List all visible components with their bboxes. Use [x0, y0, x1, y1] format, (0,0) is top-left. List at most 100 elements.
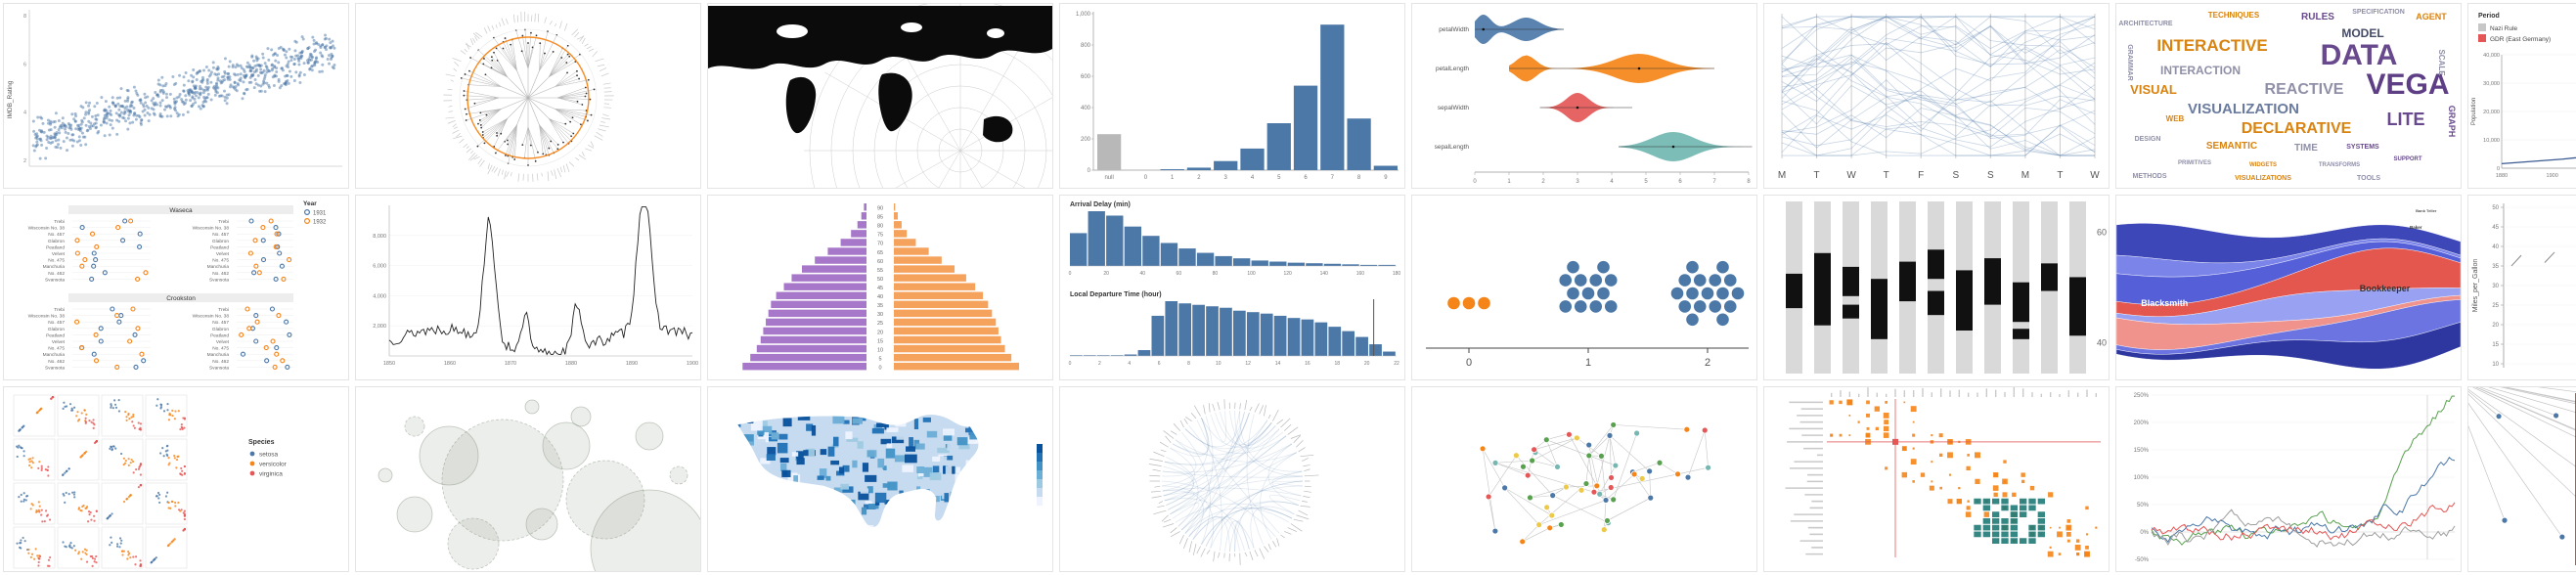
svg-text:No. 457: No. 457: [48, 320, 65, 326]
svg-text:1880: 1880: [2496, 173, 2508, 179]
svg-text:4: 4: [1610, 179, 1614, 185]
thumbnail-binned-dot-plot[interactable]: 0 1 2: [1411, 195, 1757, 380]
svg-text:GRAPH: GRAPH: [2447, 106, 2457, 138]
svg-text:60: 60: [1177, 271, 1182, 277]
thumbnail-percent-change-lines[interactable]: 250% 200% 150% 100% 50% 0% -50%: [2115, 386, 2462, 572]
svg-text:Population: Population: [2471, 98, 2477, 125]
svg-text:Svansota: Svansota: [45, 365, 65, 371]
svg-text:sepalLength: sepalLength: [1435, 144, 1470, 151]
svg-text:TRANSFORMS: TRANSFORMS: [2319, 162, 2360, 168]
svg-text:9: 9: [1384, 175, 1388, 181]
svg-text:600: 600: [1081, 74, 1091, 80]
svg-text:Year: Year: [303, 200, 317, 207]
thumbnail-imdb-histogram[interactable]: 0 200 400 600 800 1,000 null 0 1 2 3 4 5 6 7 8 9: [1059, 3, 1405, 189]
svg-text:PRIMITIVES: PRIMITIVES: [2178, 160, 2211, 166]
svg-text:75: 75: [877, 233, 883, 239]
thumbnail-adjacency-matrix[interactable]: [1763, 386, 2110, 572]
svg-text:No. 475: No. 475: [48, 346, 65, 352]
thumbnail-mpg-axis-partial[interactable]: Miles_per_Gallon 50 45 40 35 30 25 20 15 10: [2467, 195, 2576, 380]
thumbnail-population-pyramid[interactable]: 90 85 80 75 70 65 60 55 50 45 40 35 30 25 20 15 10 5 0: [707, 195, 1053, 380]
thumbnail-falkensee-population[interactable]: Period Nazi Rule GDR (East Germany) Populat…: [2467, 3, 2576, 189]
svg-text:Glabron: Glabron: [212, 327, 229, 332]
svg-text:T: T: [1814, 170, 1820, 181]
svg-text:70: 70: [877, 242, 883, 247]
svg-text:No. 475: No. 475: [212, 258, 229, 264]
thumbnail-job-voyager-stream[interactable]: Blacksmith Bookkeeper Baker Bank Teller: [2115, 195, 2462, 380]
violin-plot-chart: petalWidth petalLength sepalWidth sepalLeng…: [1435, 15, 1753, 185]
svg-text:IMDB_Rating: IMDB_Rating: [7, 80, 14, 118]
svg-text:INTERACTIVE: INTERACTIVE: [2156, 36, 2267, 55]
svg-text:30,000: 30,000: [2483, 81, 2500, 87]
thumbnail-packed-bubbles[interactable]: [355, 386, 701, 572]
svg-text:2: 2: [1705, 357, 1710, 369]
thumbnail-ranged-bars[interactable]: 60 40: [1763, 195, 2110, 380]
svg-text:WEB: WEB: [2166, 114, 2185, 123]
svg-text:Miles_per_Gallon: Miles_per_Gallon: [2472, 259, 2479, 313]
svg-text:50: 50: [2492, 205, 2499, 211]
thumbnail-radial-dendrogram[interactable]: [355, 3, 701, 189]
radial-dendrogram-chart: [443, 11, 614, 182]
thumbnail-force-directed-graph[interactable]: [1411, 386, 1757, 572]
svg-text:0: 0: [1473, 179, 1477, 185]
svg-text:M: M: [2021, 170, 2029, 181]
svg-text:Manchuria: Manchuria: [207, 264, 230, 270]
svg-text:versicolor: versicolor: [259, 462, 288, 468]
svg-text:No. 457: No. 457: [212, 320, 229, 326]
svg-text:7: 7: [1712, 179, 1716, 185]
svg-text:10,000: 10,000: [2483, 138, 2500, 144]
svg-text:5: 5: [1644, 179, 1648, 185]
thumbnail-barley-trellis[interactable]: Year 1931 1932 Waseca Trebi Trebi Wisconsin No…: [3, 195, 349, 380]
svg-text:DESIGN: DESIGN: [2135, 136, 2161, 143]
svg-text:4: 4: [23, 111, 26, 116]
svg-text:Svansota: Svansota: [209, 277, 229, 283]
svg-text:2: 2: [1541, 179, 1545, 185]
svg-text:Peatland: Peatland: [210, 244, 229, 250]
svg-text:90: 90: [877, 206, 883, 212]
thumbnail-us-choropleth[interactable]: [707, 386, 1053, 572]
falkensee-population-chart: Period Nazi Rule GDR (East Germany) Populat…: [2471, 13, 2576, 179]
svg-text:METHODS: METHODS: [2133, 173, 2167, 180]
thumbnail-crossfilter-histograms[interactable]: Arrival Delay (min) 0 20 40 60 80 100 120 140 160…: [1059, 195, 1405, 380]
svg-text:0: 0: [1466, 357, 1472, 369]
svg-text:2: 2: [1098, 361, 1101, 367]
svg-text:RULES: RULES: [2301, 12, 2334, 22]
svg-text:1890: 1890: [626, 361, 638, 367]
svg-text:1900: 1900: [2547, 173, 2558, 179]
thumbnail-violin-plot[interactable]: petalWidth petalLength sepalWidth sepalLeng…: [1411, 3, 1757, 189]
svg-text:Baker: Baker: [2410, 225, 2422, 230]
svg-text:Peatland: Peatland: [46, 244, 65, 250]
svg-text:T: T: [2057, 170, 2063, 181]
svg-text:40: 40: [877, 294, 883, 300]
svg-text:No. 475: No. 475: [48, 258, 65, 264]
svg-text:S: S: [1952, 170, 1959, 181]
thumbnail-word-cloud[interactable]: ARCHITECTURE TECHNIQUES RULES SPECIFICATION…: [2115, 3, 2462, 189]
thumbnail-world-map-projection[interactable]: [707, 3, 1053, 189]
svg-text:M: M: [1778, 170, 1786, 181]
thumbnail-iris-splom[interactable]: Species setosa versicolor virginica: [3, 386, 349, 572]
imdb-scatterplot-chart: IMDB_Rating 2 4 6 8: [7, 10, 342, 167]
svg-text:SYSTEMS: SYSTEMS: [2346, 144, 2379, 151]
svg-text:Trebi: Trebi: [54, 307, 65, 313]
svg-text:3: 3: [1576, 179, 1579, 185]
svg-text:DATA: DATA: [2321, 39, 2398, 71]
thumbnail-imdb-scatterplot[interactable]: IMDB_Rating 2 4 6 8: [3, 3, 349, 189]
svg-text:6,000: 6,000: [373, 264, 386, 270]
svg-text:virginica: virginica: [259, 471, 283, 478]
svg-text:5: 5: [1277, 175, 1281, 181]
thumbnail-radial-fan-partial[interactable]: [2467, 386, 2576, 572]
svg-text:petalLength: petalLength: [1436, 66, 1469, 72]
svg-text:MODEL: MODEL: [2341, 26, 2383, 40]
svg-text:DECLARATIVE: DECLARATIVE: [2242, 120, 2352, 137]
svg-text:1: 1: [1507, 179, 1511, 185]
thumbnail-annotated-price-line[interactable]: 2,000 4,000 6,000 8,000 1850 1860 1870 1880 1890…: [355, 195, 701, 380]
svg-text:0: 0: [1069, 361, 1072, 367]
svg-text:WIDGETS: WIDGETS: [2249, 162, 2277, 168]
thumbnail-edge-bundling[interactable]: [1059, 386, 1405, 572]
svg-text:No. 457: No. 457: [212, 232, 229, 238]
svg-text:40: 40: [2492, 244, 2499, 250]
svg-text:INTERACTION: INTERACTION: [2160, 64, 2241, 77]
svg-text:T: T: [1884, 170, 1889, 181]
svg-text:1932: 1932: [313, 220, 327, 226]
